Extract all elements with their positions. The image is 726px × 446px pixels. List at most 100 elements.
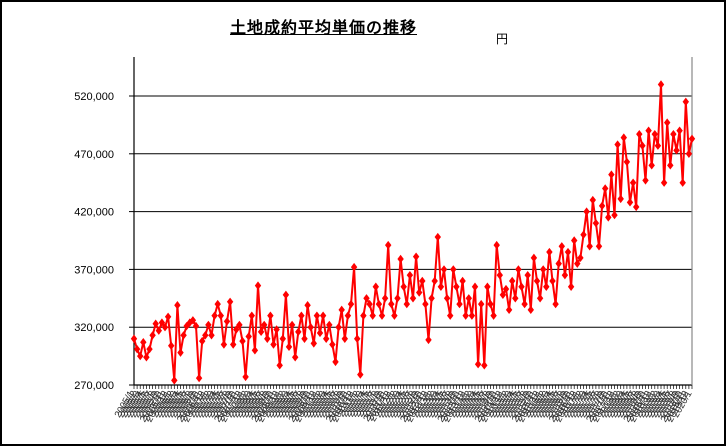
data-point-marker	[443, 294, 451, 303]
data-point-marker	[279, 334, 286, 343]
data-point-marker	[248, 311, 255, 320]
data-point-marker	[654, 141, 662, 150]
data-point-marker	[254, 281, 262, 290]
data-point-marker	[202, 331, 209, 340]
data-point-marker	[540, 265, 547, 274]
data-point-marker	[496, 270, 503, 280]
data-point-marker	[326, 320, 333, 330]
data-point-marker	[664, 118, 671, 127]
data-point-marker	[667, 161, 674, 170]
series-line	[133, 84, 693, 381]
data-point-marker	[555, 259, 562, 268]
data-point-marker	[288, 320, 296, 330]
data-point-marker	[369, 311, 376, 320]
data-point-marker	[180, 331, 187, 340]
data-point-marker	[533, 276, 541, 286]
data-point-marker	[267, 311, 274, 320]
data-point-marker	[189, 316, 197, 325]
data-point-marker	[226, 297, 234, 306]
data-point-marker	[400, 282, 407, 291]
data-point-marker	[567, 282, 575, 291]
data-point-marker	[143, 353, 150, 362]
data-point-marker	[685, 149, 693, 158]
data-point-marker	[642, 176, 649, 185]
data-point-marker	[614, 140, 621, 149]
data-point-marker	[478, 299, 485, 309]
data-point-marker	[261, 320, 268, 330]
data-point-marker	[270, 340, 277, 349]
data-point-marker	[487, 299, 494, 309]
data-point-marker	[130, 334, 138, 343]
data-point-marker	[313, 311, 321, 320]
data-point-marker	[366, 299, 373, 309]
data-point-marker	[199, 336, 206, 346]
data-point-marker	[307, 323, 314, 332]
y-axis-tick-label: 420,000	[74, 207, 114, 219]
data-point-marker	[617, 194, 624, 204]
data-point-marker	[574, 259, 581, 268]
data-point-marker	[211, 311, 218, 320]
data-point-marker	[577, 253, 584, 263]
data-point-marker	[468, 311, 476, 320]
data-point-marker	[357, 370, 364, 379]
data-point-marker	[611, 210, 618, 220]
data-point-marker	[137, 351, 144, 361]
data-point-marker	[152, 319, 159, 328]
data-point-marker	[536, 294, 544, 303]
data-point-marker	[527, 305, 534, 315]
data-point-marker	[316, 328, 324, 338]
data-point-marker	[140, 338, 147, 347]
data-point-marker	[453, 282, 460, 291]
data-point-marker	[456, 299, 463, 309]
data-point-marker	[571, 236, 578, 245]
data-point-marker	[474, 359, 482, 369]
data-point-marker	[214, 299, 221, 309]
data-point-marker	[223, 317, 231, 326]
data-point-marker	[462, 311, 469, 320]
data-point-marker	[350, 262, 358, 272]
data-point-marker	[412, 252, 420, 261]
data-point-marker	[481, 361, 488, 370]
data-point-marker	[394, 294, 401, 303]
data-point-marker	[298, 311, 305, 320]
y-axis-unit-label: 円	[496, 32, 509, 46]
data-point-marker	[515, 265, 522, 274]
data-point-marker	[561, 270, 569, 280]
data-point-marker	[586, 242, 593, 251]
data-point-marker	[341, 334, 348, 343]
data-point-marker	[471, 282, 479, 291]
data-point-marker	[682, 97, 689, 106]
data-point-marker	[251, 346, 259, 355]
data-point-marker	[295, 327, 302, 337]
data-point-marker	[158, 318, 166, 327]
data-point-marker	[155, 326, 162, 335]
data-point-marker	[425, 335, 432, 345]
data-point-marker	[276, 361, 283, 370]
data-point-marker	[323, 334, 330, 343]
data-point-marker	[639, 141, 646, 150]
data-point-marker	[459, 276, 466, 286]
data-point-marker	[552, 299, 559, 309]
y-axis-tick-label: 370,000	[74, 264, 114, 276]
chart-title: 土地成約平均単価の推移	[230, 20, 418, 37]
data-point-marker	[217, 311, 224, 320]
data-point-marker	[397, 254, 404, 264]
data-point-marker	[338, 305, 345, 315]
data-point-marker	[450, 265, 457, 274]
data-point-marker	[524, 270, 531, 280]
data-point-marker	[292, 353, 299, 362]
data-point-marker	[636, 129, 643, 139]
data-point-marker	[416, 288, 423, 297]
data-point-marker	[431, 276, 438, 286]
data-point-marker	[233, 325, 240, 334]
data-point-marker	[583, 207, 590, 216]
data-point-marker	[146, 344, 153, 354]
data-point-marker	[310, 339, 317, 348]
data-point-marker	[385, 240, 392, 250]
data-point-marker	[564, 247, 572, 257]
data-point-marker	[580, 230, 587, 239]
data-point-marker	[605, 213, 612, 222]
data-point-marker	[602, 184, 609, 193]
data-point-marker	[465, 294, 472, 303]
data-point-marker	[381, 294, 389, 303]
